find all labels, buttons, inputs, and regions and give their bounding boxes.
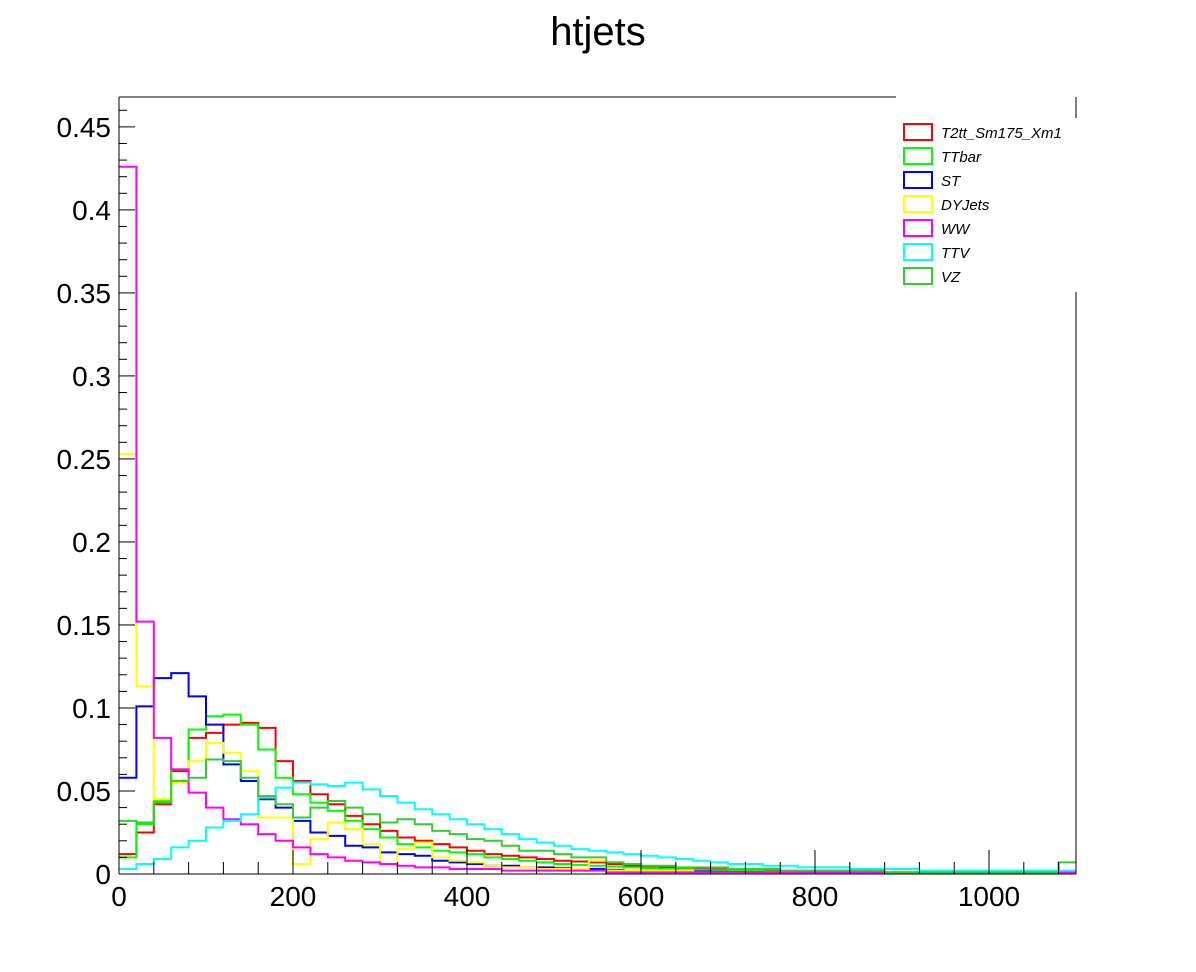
x-tick-label: 1000 bbox=[958, 881, 1020, 912]
legend-label: TTbar bbox=[941, 149, 982, 166]
legend-swatch bbox=[903, 195, 933, 213]
y-tick-label: 0.2 bbox=[72, 527, 111, 558]
y-tick-label: 0.45 bbox=[57, 112, 112, 143]
x-axis: 0 200 400 600 800 1000 bbox=[111, 850, 1060, 912]
y-tick-label: 0.1 bbox=[72, 693, 111, 724]
legend-background bbox=[897, 118, 1087, 292]
y-tick-label: 0.15 bbox=[57, 610, 112, 641]
legend-swatch bbox=[903, 267, 933, 285]
histogram-series-layer bbox=[119, 165, 1076, 875]
x-tick-label: 800 bbox=[792, 881, 839, 912]
legend-swatch bbox=[903, 243, 933, 261]
series-line-vz bbox=[119, 758, 1076, 874]
x-tick-label: 600 bbox=[618, 881, 665, 912]
y-axis: 0 0.05 0.1 0.15 0.2 0.25 0.3 0.35 0.4 0.45 bbox=[57, 109, 135, 890]
series-line-ww bbox=[119, 165, 1076, 874]
series-line-ttv bbox=[119, 781, 1076, 872]
legend-label: ST bbox=[941, 173, 962, 190]
legend-label: WW bbox=[941, 221, 971, 238]
legend-label: T2tt_Sm175_Xm1 bbox=[941, 125, 1062, 142]
series-line-st bbox=[119, 672, 1076, 875]
legend-swatch bbox=[903, 123, 933, 141]
legend: T2tt_Sm175_Xm1 TTbar ST DYJets WW TTV VZ bbox=[897, 118, 1087, 292]
x-tick-label: 200 bbox=[270, 881, 317, 912]
legend-label: TTV bbox=[941, 245, 971, 262]
legend-swatch bbox=[903, 219, 933, 237]
x-tick-label: 400 bbox=[444, 881, 491, 912]
legend-swatch bbox=[903, 147, 933, 165]
y-tick-label: 0.4 bbox=[72, 195, 111, 226]
y-tick-label: 0.35 bbox=[57, 278, 112, 309]
chart-title: htjets bbox=[550, 10, 646, 54]
legend-swatch bbox=[903, 171, 933, 189]
y-tick-label: 0.25 bbox=[57, 444, 112, 475]
legend-label: DYJets bbox=[941, 197, 990, 214]
y-tick-label: 0 bbox=[95, 859, 111, 890]
y-tick-label: 0.05 bbox=[57, 776, 112, 807]
x-tick-label: 0 bbox=[111, 881, 127, 912]
legend-label: VZ bbox=[941, 269, 961, 286]
series-line-ttbar bbox=[119, 713, 1076, 875]
y-tick-label: 0.3 bbox=[72, 361, 111, 392]
series-line-dyjets bbox=[119, 452, 1076, 875]
